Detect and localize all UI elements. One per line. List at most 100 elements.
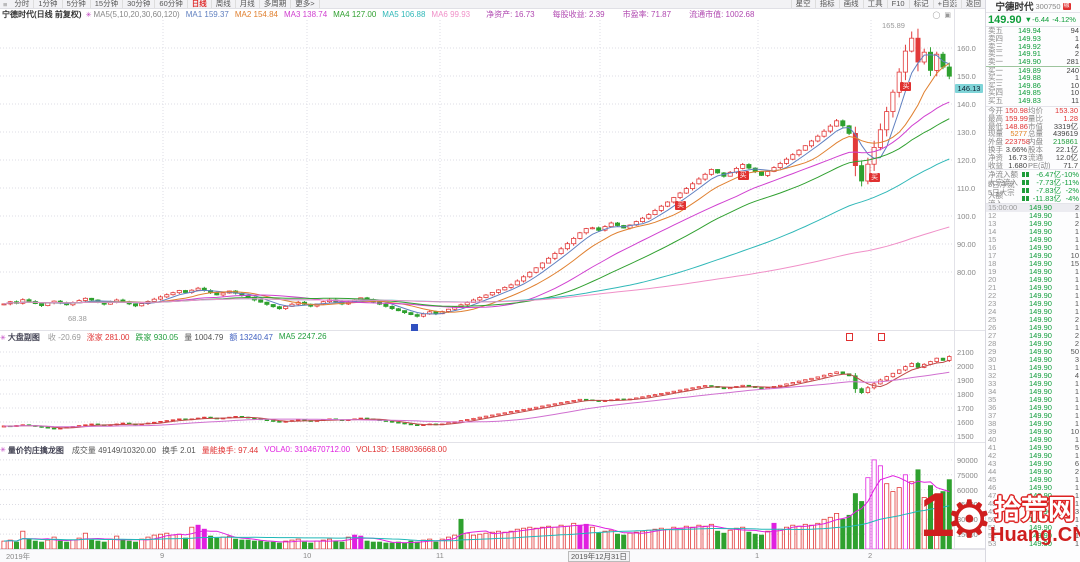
buy-signal-marker: 买 xyxy=(869,172,881,182)
price-change: ▼-6.44 xyxy=(1024,15,1050,24)
indicator-value: 量 1004.79 xyxy=(184,333,224,342)
quote-detail-row: 最低 148.86 市值 3319亿 xyxy=(988,121,1078,131)
tick-list[interactable]: 15:00:00 149.90 2 12 149.90 1 13 149.90 2 14 149.9… xyxy=(986,203,1080,562)
tick-row: 16 149.90 1 xyxy=(988,243,1079,252)
period-tab-5分钟[interactable]: 5分钟 xyxy=(63,0,91,8)
tick-row: 40 149.90 1 xyxy=(988,435,1079,444)
order-book-row[interactable]: 买二 149.88 1 xyxy=(988,72,1079,82)
tick-row: 48 149.90 1 xyxy=(988,499,1079,508)
tick-row: 33 149.90 1 xyxy=(988,379,1079,388)
axis-tick-label: 140.0 xyxy=(957,100,976,109)
order-book-row[interactable]: 卖二 149.91 2 xyxy=(988,49,1079,59)
period-tab-周线[interactable]: 周线 xyxy=(212,0,236,8)
menu-icon[interactable]: ≡ xyxy=(3,0,8,9)
panel2-header: ✳ 大盘副图 收 -20.69 涨家 281.00 跌家 930.05 量 1004.… xyxy=(0,332,985,343)
toolbar-button-F10[interactable]: F10 xyxy=(886,0,909,8)
stock-chart-title: 宁德时代(日线 前复权) xyxy=(2,10,82,19)
stock-name-row[interactable]: 宁德时代 300750 融 xyxy=(986,0,1080,13)
screenshot-tool-icon[interactable]: ▣ xyxy=(944,11,951,19)
period-tab-30分钟[interactable]: 30分钟 xyxy=(123,0,156,8)
period-tab-15分钟[interactable]: 15分钟 xyxy=(91,0,124,8)
order-book-row[interactable]: 买三 149.86 10 xyxy=(988,80,1079,90)
order-book-row[interactable]: 买四 149.85 10 xyxy=(988,88,1079,98)
volume-subchart[interactable] xyxy=(0,456,985,549)
tick-row: 30 149.90 3 xyxy=(988,355,1079,364)
stock-name: 宁德时代 xyxy=(995,2,1034,13)
indicator-value: MA5 2247.26 xyxy=(278,332,327,341)
axis-tick-label: 1700 xyxy=(957,404,974,413)
axis-tick-label: 15000 xyxy=(957,530,978,540)
last-price: 149.90 xyxy=(988,13,1022,26)
indicator-flower-icon[interactable]: ✳ xyxy=(0,447,6,454)
period-tab-日线[interactable]: 日线 xyxy=(188,0,212,8)
tick-row: 35 149.90 1 xyxy=(988,395,1079,404)
axis-tick-label: 80.00 xyxy=(957,268,976,277)
tick-row: 41 149.90 5 xyxy=(988,443,1079,452)
indicator-value: VOLA0: 3104670712.00 xyxy=(264,444,351,454)
tick-row: 47 149.90 1 xyxy=(988,491,1079,500)
ma-value: MA6 99.93 xyxy=(431,10,471,19)
order-book: 卖五 149.94 94 卖四 149.93 1 卖三 149.92 4 卖二 149.91 2 卖一 1… xyxy=(986,27,1080,105)
tick-row: 21 149.90 1 xyxy=(988,283,1079,292)
fundamental-value: 流通市值: 1002.68 xyxy=(689,10,755,19)
tick-row: 23 149.90 1 xyxy=(988,299,1079,308)
main-kline-chart[interactable] xyxy=(0,20,985,331)
tick-row: 50 149.90 1 xyxy=(988,515,1079,524)
ma-value: MA3 138.74 xyxy=(284,10,328,19)
tick-row: 53 149.90 1 xyxy=(988,539,1079,548)
order-book-row[interactable]: 买一 149.89 240 xyxy=(986,65,1080,75)
order-book-row[interactable]: 卖四 149.93 1 xyxy=(988,33,1079,43)
flow-bars-icon xyxy=(1022,187,1029,193)
toolbar-button-指标[interactable]: 指标 xyxy=(814,0,839,8)
indicator-value: 成交量 49149/10320.00 xyxy=(71,445,156,455)
order-book-row[interactable]: 买五 149.83 11 xyxy=(988,96,1079,106)
toolbar-button-工具[interactable]: 工具 xyxy=(862,0,887,8)
period-tabbar: ≡ 分时 1分钟 5分钟 15分钟 30分钟 60分钟 日线 周线 月线 多周期 更多> 星空 指标画… xyxy=(0,0,985,9)
tick-row: 44 149.90 2 xyxy=(988,467,1079,476)
order-book-row[interactable]: 卖五 149.94 94 xyxy=(988,26,1079,35)
circle-tool-icon[interactable]: ◯ xyxy=(932,11,941,19)
margin-badge: 融 xyxy=(1062,2,1071,10)
panel3-title[interactable]: 量价钓庄擒龙图 xyxy=(7,445,64,455)
period-tab-更多>[interactable]: 更多> xyxy=(291,0,320,8)
panel2-title[interactable]: 大盘副图 xyxy=(7,333,40,342)
toolbar-button-返回[interactable]: 返回 xyxy=(961,0,985,8)
toolbar-button-星空[interactable]: 星空 xyxy=(790,0,815,8)
order-book-row[interactable]: 卖三 149.92 4 xyxy=(988,41,1079,51)
period-tab-1分钟[interactable]: 1分钟 xyxy=(34,0,63,8)
indicator-flower-icon[interactable]: ✳ xyxy=(0,334,6,342)
tick-row: 42 149.90 1 xyxy=(988,451,1079,460)
order-book-row[interactable]: 卖一 149.90 281 xyxy=(988,57,1079,67)
period-tab-月线[interactable]: 月线 xyxy=(236,0,260,8)
low-price-note: 68.38 xyxy=(68,314,87,323)
flow-bars-icon xyxy=(1022,171,1029,177)
tick-row: 52 149.90 1 xyxy=(988,531,1079,540)
price-change-pct: -4.12% xyxy=(1052,15,1076,24)
tick-row: 32 149.90 4 xyxy=(988,371,1079,380)
tick-row: 45 149.90 1 xyxy=(988,475,1079,484)
tick-row: 13 149.90 2 xyxy=(988,219,1079,228)
quote-detail-row: 净资 16.73 流通 12.0亿 xyxy=(988,152,1078,162)
quote-detail-row: 今开 150.98 均价 153.30 xyxy=(988,106,1078,115)
period-tab-多周期[interactable]: 多周期 xyxy=(260,0,292,8)
ma-value: MA2 154.84 xyxy=(234,10,278,19)
time-axis: 2019年 9 10 11 2019年12月31日 1 2 xyxy=(0,549,985,562)
tick-row: 27 149.90 2 xyxy=(988,331,1079,340)
indicator-flower-icon[interactable]: ✳ xyxy=(85,11,92,19)
axis-tick-label: 2000 xyxy=(957,362,974,371)
axis-tick-label: 120.0 xyxy=(957,156,976,165)
quote-detail-row: 收益 1.680 PE(动) 71.7 xyxy=(988,160,1078,170)
toolbar-button-+自选[interactable]: +自选 xyxy=(932,0,961,8)
toolbar-button-标记[interactable]: 标记 xyxy=(908,0,933,8)
ma-setting-label[interactable]: MA5(5,10,20,30,60,120) xyxy=(93,10,180,19)
period-tab-分时[interactable]: 分时 xyxy=(10,0,35,8)
axis-tick-label: 2100 xyxy=(957,348,974,357)
buy-signal-marker: 买 xyxy=(675,201,687,211)
last-price-axis-tag: 146.13 xyxy=(955,84,983,93)
index-subchart[interactable] xyxy=(0,343,985,443)
period-tab-60分钟[interactable]: 60分钟 xyxy=(155,0,188,8)
time-axis-label: 11 xyxy=(436,551,444,560)
tick-row: 31 149.90 1 xyxy=(988,363,1079,372)
toolbar-button-画线[interactable]: 画线 xyxy=(838,0,863,8)
